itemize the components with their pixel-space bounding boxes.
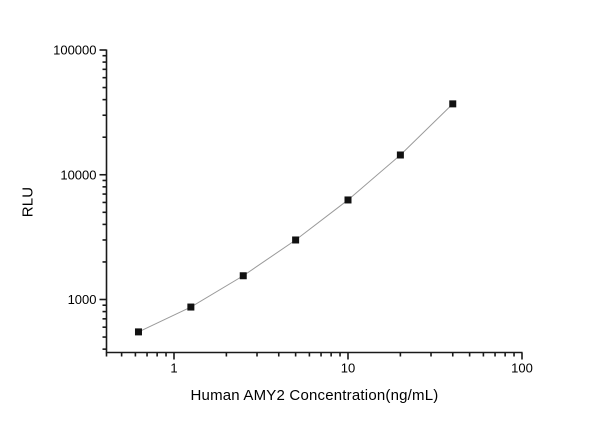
series-line	[138, 103, 454, 333]
data-point-marker	[396, 151, 404, 159]
x-tick-label: 1	[170, 361, 177, 376]
data-point-marker	[292, 236, 300, 244]
data-point-marker	[134, 328, 142, 336]
x-axis-title: Human AMY2 Concentration(ng/mL)	[190, 387, 439, 404]
data-point-marker	[344, 196, 352, 204]
x-tick-label: 10	[341, 361, 355, 376]
y-axis-title: RLU	[19, 186, 37, 218]
data-point-marker	[449, 100, 457, 108]
data-point-marker	[239, 272, 247, 280]
y-tick-label: 100000	[53, 43, 96, 58]
y-tick-label: 10000	[60, 167, 96, 182]
data-point-marker	[187, 303, 195, 311]
y-tick-label: 1000	[68, 292, 97, 307]
axes-lines	[105, 49, 523, 354]
x-tick-label: 100	[511, 361, 533, 376]
